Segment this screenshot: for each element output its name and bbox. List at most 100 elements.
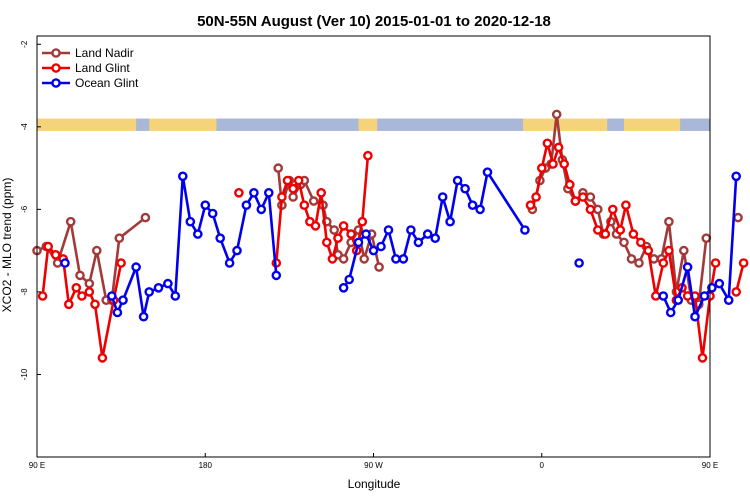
- data-point: [77, 291, 87, 301]
- data-point: [353, 237, 364, 248]
- data-point: [200, 200, 211, 210]
- data-point: [241, 200, 252, 210]
- y-tick-label: -10: [20, 368, 29, 380]
- data-point: [43, 241, 54, 252]
- data-point: [391, 254, 401, 264]
- data-point: [363, 150, 373, 161]
- legend-item: Ocean Glint: [42, 76, 139, 90]
- data-point: [437, 192, 448, 202]
- data-point: [422, 229, 433, 239]
- data-point: [107, 291, 117, 301]
- data-point: [574, 258, 584, 268]
- data-point: [585, 192, 596, 202]
- y-tick-label: -8: [20, 288, 29, 296]
- data-point: [163, 278, 173, 289]
- series-line: [734, 262, 745, 293]
- data-point: [733, 212, 743, 223]
- data-point: [701, 233, 712, 243]
- legend-item: Land Nadir: [42, 46, 134, 60]
- data-point: [293, 175, 304, 186]
- data-point: [288, 192, 298, 202]
- data-point: [185, 216, 196, 227]
- data-point: [327, 254, 338, 264]
- data-point: [430, 233, 441, 243]
- data-point: [548, 159, 558, 169]
- x-axis-label: Longitude: [348, 477, 401, 491]
- data-point: [321, 237, 332, 248]
- y-tick-label: -6: [20, 205, 29, 213]
- data-point: [452, 175, 463, 186]
- data-point: [170, 291, 181, 301]
- data-point: [346, 229, 356, 239]
- legend-label: Land Nadir: [75, 46, 134, 60]
- data-point: [658, 291, 669, 301]
- data-point: [299, 200, 310, 210]
- data-point: [551, 109, 562, 120]
- data-point: [116, 258, 126, 268]
- series-land-nadir: [32, 109, 743, 310]
- data-point: [215, 233, 225, 243]
- data-point: [329, 225, 340, 235]
- legend-item: Land Glint: [42, 61, 130, 75]
- x-tick-label: 90 E: [702, 461, 718, 470]
- data-point: [84, 287, 95, 297]
- data-point: [338, 254, 349, 264]
- data-point: [177, 171, 188, 182]
- data-point: [731, 287, 742, 297]
- data-point: [679, 245, 689, 256]
- data-point: [308, 196, 319, 206]
- data-point: [723, 295, 734, 306]
- x-axis: 90 E 180 90 W 0 90 E: [29, 453, 718, 470]
- data-point: [738, 258, 749, 268]
- data-point: [65, 216, 76, 227]
- y-axis: -2 -4 -6 -8 -10: [20, 40, 41, 380]
- data-point: [60, 258, 70, 268]
- data-point: [232, 245, 242, 256]
- data-point: [585, 204, 596, 215]
- data-point: [600, 229, 611, 239]
- data-point: [288, 183, 298, 194]
- data-point: [697, 353, 708, 363]
- data-point: [542, 138, 553, 149]
- data-point: [636, 237, 646, 248]
- data-point: [271, 270, 282, 281]
- data-point: [699, 291, 710, 301]
- data-point: [361, 229, 371, 239]
- data-point: [97, 353, 108, 363]
- data-point: [50, 249, 61, 260]
- data-point: [368, 245, 379, 256]
- data-point: [531, 192, 541, 202]
- data-point: [658, 258, 669, 268]
- ocean-band: [377, 118, 524, 131]
- land-band: [37, 118, 710, 131]
- data-point: [249, 187, 259, 198]
- legend-marker: [51, 78, 61, 88]
- series-layer: [32, 109, 749, 363]
- data-point: [112, 307, 123, 318]
- data-point: [482, 167, 493, 177]
- data-point: [92, 245, 102, 256]
- data-point: [628, 229, 639, 239]
- data-point: [234, 187, 244, 198]
- data-point: [460, 183, 470, 194]
- chart-title: 50N-55N August (Ver 10) 2015-01-01 to 20…: [197, 13, 551, 30]
- data-point: [192, 229, 203, 239]
- data-point: [608, 204, 618, 215]
- data-point: [621, 200, 631, 210]
- data-point: [690, 311, 700, 322]
- legend-label: Ocean Glint: [75, 76, 139, 90]
- data-point: [316, 187, 327, 198]
- series-line: [662, 176, 738, 319]
- data-point: [71, 282, 82, 293]
- data-point: [398, 254, 409, 264]
- data-point: [626, 254, 637, 264]
- data-point: [140, 212, 151, 223]
- data-point: [665, 307, 676, 318]
- series-ocean-glint: [60, 167, 742, 322]
- data-point: [338, 282, 349, 293]
- data-point: [383, 225, 394, 235]
- x-tick-label: 0: [540, 461, 545, 470]
- y-axis-label: XCO2 - MLO trend (ppm): [0, 178, 14, 313]
- ocean-band: [136, 118, 150, 131]
- data-point: [376, 241, 386, 252]
